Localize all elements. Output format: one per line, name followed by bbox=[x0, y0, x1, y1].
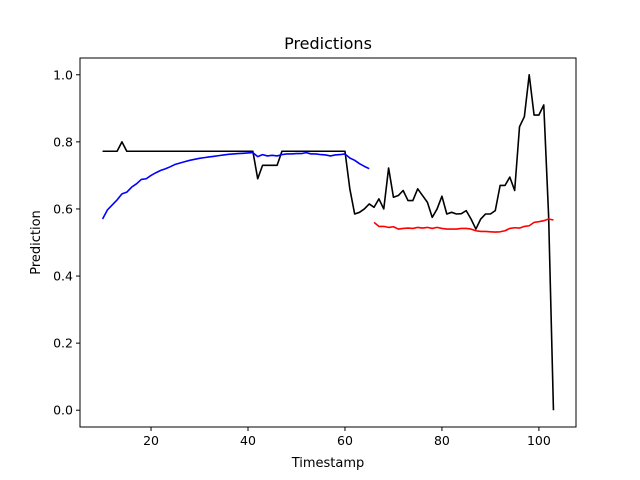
y-tick-label: 0.2 bbox=[53, 336, 73, 351]
x-axis-label: Timestamp bbox=[291, 456, 365, 471]
series-layer bbox=[101, 73, 555, 411]
y-tick-label: 0.6 bbox=[53, 201, 73, 216]
series-line-3 bbox=[373, 218, 554, 233]
x-tick-label: 60 bbox=[337, 433, 353, 448]
x-tick-label: 20 bbox=[143, 433, 159, 448]
series-line-1 bbox=[102, 73, 555, 411]
ticks-layer: 20 40 60 80 100 0.0 0.2 0.4 0.6 0.8 1.0 bbox=[53, 67, 551, 448]
y-tick-label: 0.0 bbox=[53, 403, 73, 418]
series-line-2 bbox=[101, 151, 370, 220]
x-tick-label: 40 bbox=[240, 433, 256, 448]
y-tick-label: 0.4 bbox=[53, 269, 73, 284]
y-axis-label: Prediction bbox=[29, 210, 44, 275]
y-tick-label: 0.8 bbox=[53, 134, 73, 149]
y-tick-label: 1.0 bbox=[53, 67, 73, 82]
x-tick-label: 80 bbox=[434, 433, 450, 448]
x-tick-label: 100 bbox=[527, 433, 551, 448]
plot-area-frame bbox=[79, 57, 577, 428]
chart-title: Predictions bbox=[284, 34, 372, 53]
